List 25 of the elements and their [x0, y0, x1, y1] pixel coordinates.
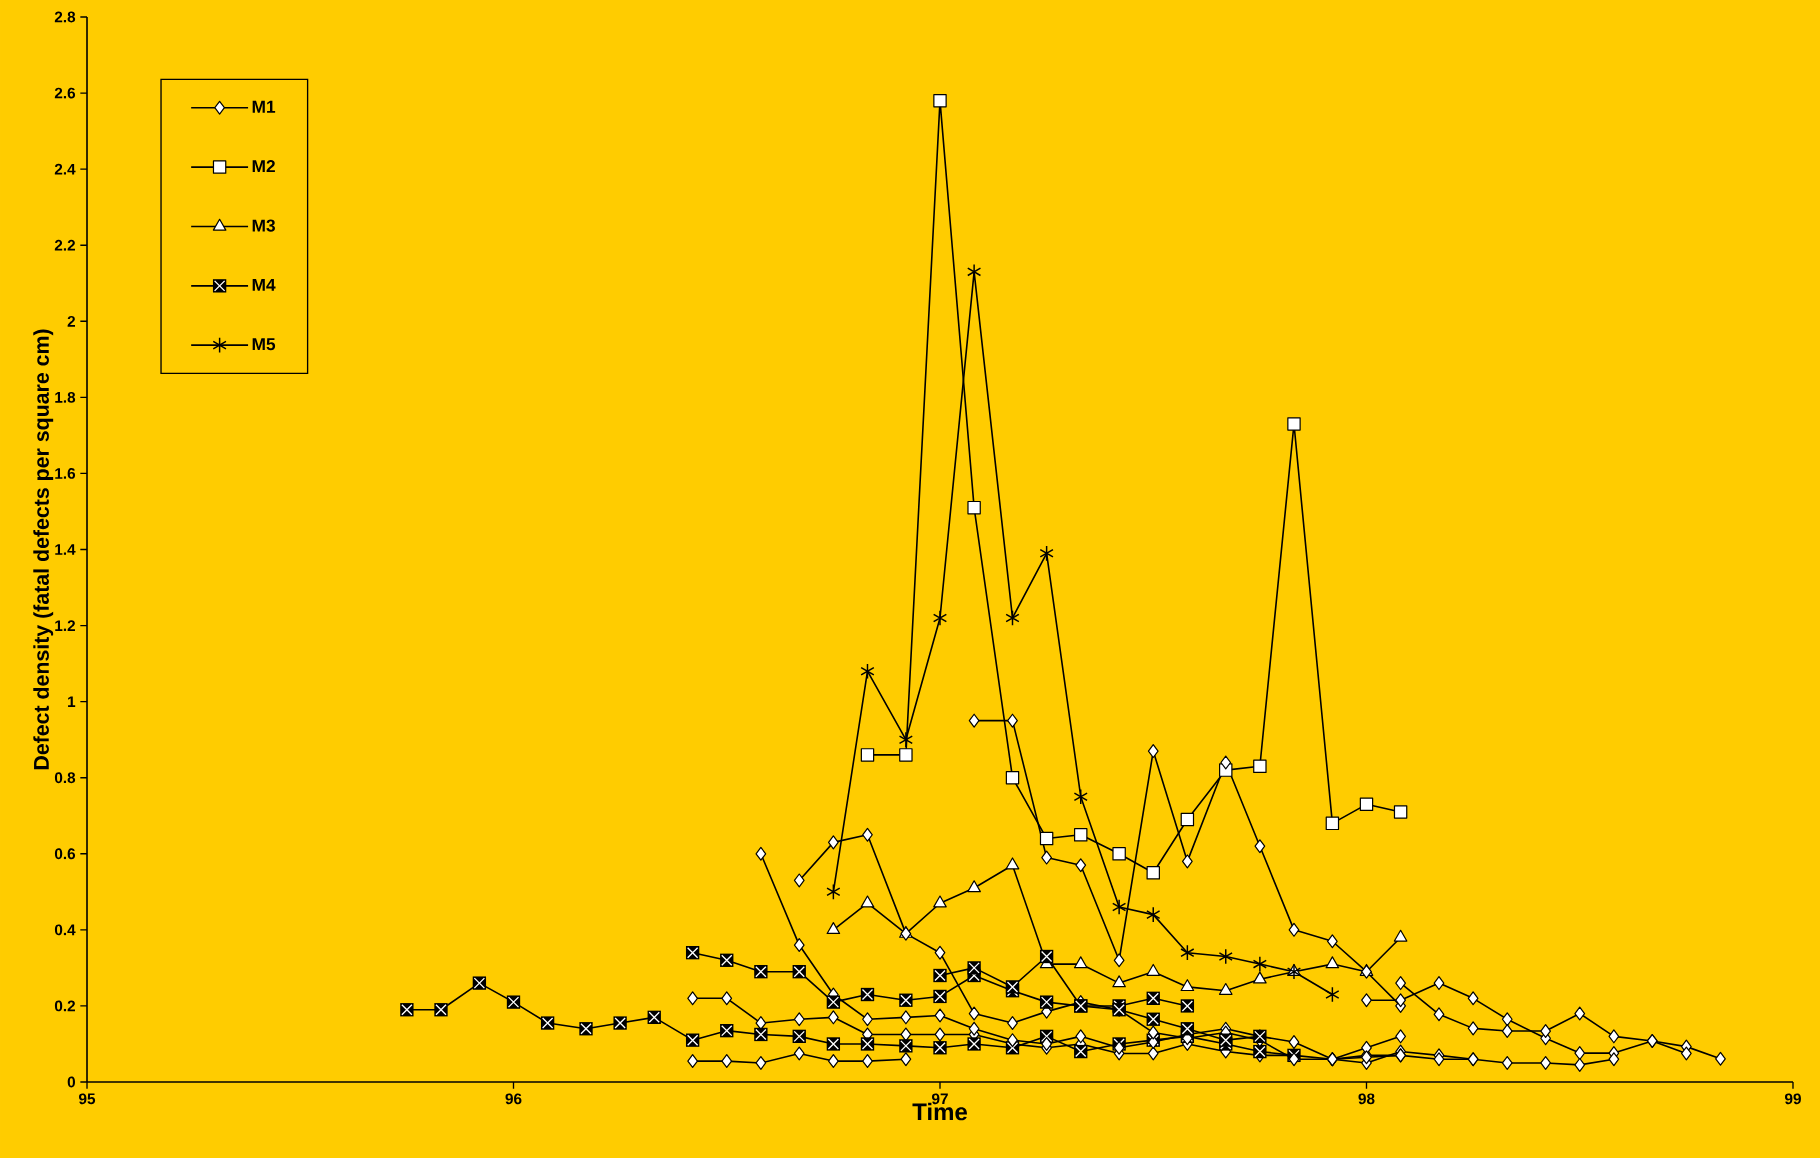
- y-tick-label: 2.4: [54, 163, 76, 175]
- y-tick-label: 1.8: [55, 391, 76, 403]
- x-tick-label: 96: [505, 1093, 522, 1105]
- legend-label: M4: [252, 278, 276, 291]
- x-tick-label: 98: [1358, 1093, 1375, 1105]
- legend-label: M3: [252, 219, 275, 232]
- y-tick-label: 1.2: [55, 620, 75, 631]
- y-tick-label: 2.6: [54, 87, 76, 99]
- y-tick-label: 2: [67, 315, 75, 327]
- legend-label: M1: [252, 100, 276, 113]
- y-tick-label: 0: [67, 1076, 75, 1088]
- x-tick-label: 95: [79, 1093, 96, 1105]
- y-tick-label: 1: [68, 696, 76, 707]
- y-tick-label: 2.2: [54, 239, 75, 251]
- y-tick-label: 1.4: [55, 544, 76, 555]
- y-tick-label: 0.2: [54, 1000, 75, 1012]
- y-tick-label: 2.8: [54, 11, 76, 23]
- y-tick-label: 0.6: [54, 848, 76, 860]
- y-tick-label: 1.6: [55, 468, 76, 479]
- y-tick-label: 0.8: [54, 772, 76, 784]
- y-tick-label: 0.4: [54, 924, 76, 936]
- y-axis-title: Defect density (fatal defects per square cm): [33, 329, 54, 770]
- legend-label: M2: [252, 160, 275, 173]
- legend-label: M5: [252, 338, 276, 351]
- x-tick-label: 99: [1784, 1093, 1801, 1105]
